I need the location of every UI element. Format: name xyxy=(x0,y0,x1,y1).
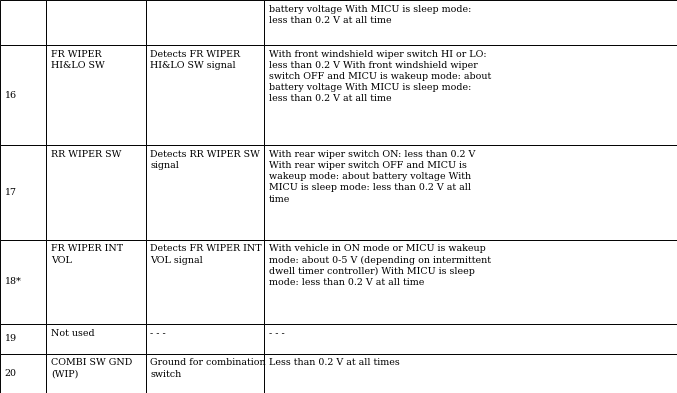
Bar xyxy=(0,145,46,240)
Text: 19: 19 xyxy=(5,334,17,343)
Bar xyxy=(46,354,146,393)
Text: FR WIPER
HI&LO SW: FR WIPER HI&LO SW xyxy=(51,50,104,70)
Text: 16: 16 xyxy=(5,91,17,100)
Bar xyxy=(146,354,264,393)
Text: 20: 20 xyxy=(5,369,17,378)
Bar xyxy=(0,0,46,45)
Text: - - -: - - - xyxy=(150,329,166,338)
Text: 17: 17 xyxy=(5,188,17,197)
Bar xyxy=(46,145,146,240)
Bar xyxy=(146,45,264,145)
Text: FR WIPER INT
VOL: FR WIPER INT VOL xyxy=(51,244,123,264)
Text: Not used: Not used xyxy=(51,329,94,338)
Bar xyxy=(46,0,146,45)
Text: Less than 0.2 V at all times: Less than 0.2 V at all times xyxy=(269,358,399,367)
Text: With front windshield wiper switch HI or LO:
less than 0.2 V With front windshie: With front windshield wiper switch HI or… xyxy=(269,50,491,103)
Bar xyxy=(46,45,146,145)
Bar xyxy=(0,354,46,393)
Bar xyxy=(264,324,677,354)
Bar xyxy=(146,240,264,324)
Text: Ground for combination
switch: Ground for combination switch xyxy=(150,358,266,378)
Bar xyxy=(46,240,146,324)
Bar xyxy=(146,0,264,45)
Text: With rear wiper switch ON: less than 0.2 V
With rear wiper switch OFF and MICU i: With rear wiper switch ON: less than 0.2… xyxy=(269,150,475,204)
Bar xyxy=(146,145,264,240)
Bar xyxy=(0,45,46,145)
Text: Detects FR WIPER INT
VOL signal: Detects FR WIPER INT VOL signal xyxy=(150,244,262,264)
Text: COMBI SW GND
(WIP): COMBI SW GND (WIP) xyxy=(51,358,132,378)
Text: With vehicle in ON mode or MICU is wakeup
mode: about 0-5 V (depending on interm: With vehicle in ON mode or MICU is wakeu… xyxy=(269,244,491,287)
Bar xyxy=(0,324,46,354)
Text: Detects RR WIPER SW
signal: Detects RR WIPER SW signal xyxy=(150,150,260,170)
Bar xyxy=(146,324,264,354)
Bar xyxy=(264,45,677,145)
Bar xyxy=(264,145,677,240)
Text: - - -: - - - xyxy=(269,329,284,338)
Text: Detects FR WIPER
HI&LO SW signal: Detects FR WIPER HI&LO SW signal xyxy=(150,50,240,70)
Text: 18*: 18* xyxy=(5,277,22,286)
Text: RR WIPER SW: RR WIPER SW xyxy=(51,150,121,159)
Bar xyxy=(264,354,677,393)
Bar xyxy=(264,0,677,45)
Bar xyxy=(264,240,677,324)
Bar xyxy=(0,240,46,324)
Bar xyxy=(46,324,146,354)
Text: battery voltage With MICU is sleep mode:
less than 0.2 V at all time: battery voltage With MICU is sleep mode:… xyxy=(269,5,471,25)
